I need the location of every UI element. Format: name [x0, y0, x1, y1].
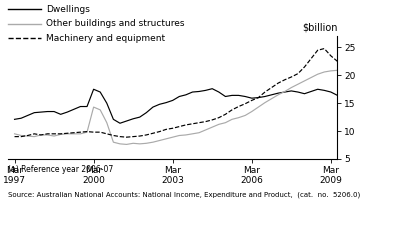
Text: Dwellings: Dwellings — [46, 5, 90, 14]
Text: Other buildings and structures: Other buildings and structures — [46, 19, 184, 28]
Text: Source: Australian National Accounts: National Income, Expenditure and Product, : Source: Australian National Accounts: Na… — [8, 192, 360, 198]
Text: (a) Reference year 2006-07: (a) Reference year 2006-07 — [8, 165, 113, 174]
Text: $billion: $billion — [302, 23, 337, 33]
Text: Machinery and equipment: Machinery and equipment — [46, 34, 165, 43]
